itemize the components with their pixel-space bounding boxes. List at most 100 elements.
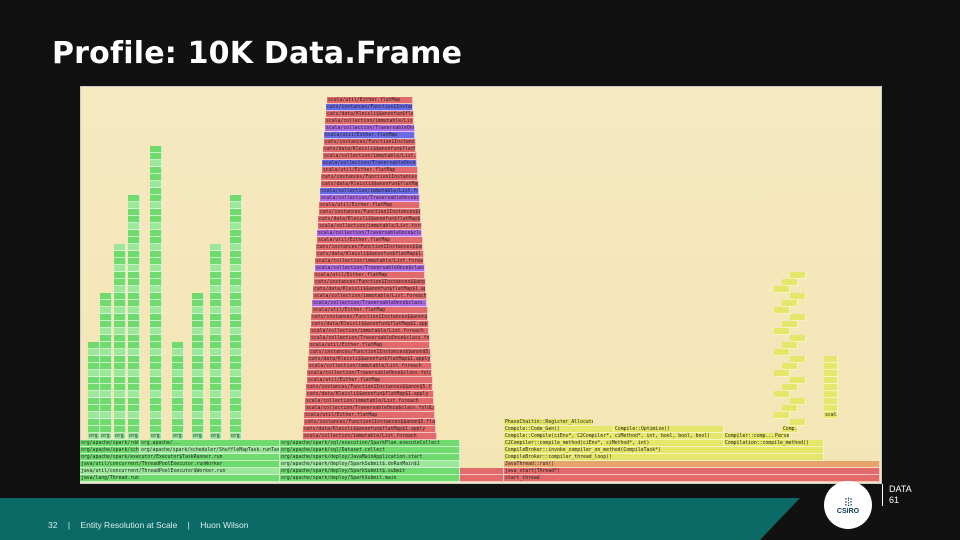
stack-frame[interactable] xyxy=(128,377,140,384)
stack-frame[interactable] xyxy=(128,342,140,349)
stack-frame[interactable] xyxy=(790,293,806,300)
stack-frame[interactable] xyxy=(128,419,140,426)
stack-frame[interactable] xyxy=(824,356,838,363)
stack-frame[interactable] xyxy=(210,265,222,272)
stack-frame[interactable] xyxy=(172,391,184,398)
stack-frame[interactable]: org/apache/spark/executor/Executor$TaskR… xyxy=(80,454,280,461)
stack-frame[interactable] xyxy=(210,279,222,286)
stack-frame[interactable] xyxy=(88,426,100,433)
stack-frame[interactable]: org.apac... xyxy=(150,433,162,440)
stack-frame[interactable] xyxy=(88,349,100,356)
stack-frame[interactable] xyxy=(100,426,112,433)
stack-frame[interactable] xyxy=(210,419,222,426)
stack-frame[interactable] xyxy=(114,279,126,286)
stack-frame[interactable] xyxy=(230,195,242,202)
stack-frame[interactable] xyxy=(128,412,140,419)
stack-frame[interactable]: scala/util/Either.flatMap xyxy=(304,412,435,419)
stack-frame[interactable] xyxy=(172,426,184,433)
stack-frame[interactable] xyxy=(210,272,222,279)
stack-frame[interactable]: Compile::Code_Gen() xyxy=(504,426,614,433)
stack-frame[interactable] xyxy=(128,405,140,412)
stack-frame[interactable] xyxy=(230,356,242,363)
stack-frame[interactable] xyxy=(114,342,126,349)
stack-frame[interactable] xyxy=(150,300,162,307)
stack-frame[interactable]: scala/util/Either.flatMap xyxy=(312,307,428,314)
stack-frame[interactable]: scala/collection/immutable/List.foreach xyxy=(318,223,422,230)
stack-frame[interactable] xyxy=(230,279,242,286)
stack-frame[interactable] xyxy=(460,475,504,482)
stack-frame[interactable] xyxy=(210,356,222,363)
stack-frame[interactable] xyxy=(790,272,806,279)
stack-frame[interactable] xyxy=(172,342,184,349)
stack-frame[interactable] xyxy=(88,356,100,363)
stack-frame[interactable] xyxy=(210,384,222,391)
stack-frame[interactable]: scala/collection/TraversableOnce$class.f… xyxy=(305,405,435,412)
stack-frame[interactable] xyxy=(230,405,242,412)
stack-frame[interactable]: cats/instances/Function1Instances$$anon$… xyxy=(319,209,421,216)
stack-frame[interactable]: Comp... xyxy=(782,426,798,433)
stack-frame[interactable]: org.apac... xyxy=(172,433,184,440)
stack-frame[interactable]: scala/collection/TraversableOnce$class.f… xyxy=(320,195,420,202)
stack-frame[interactable] xyxy=(114,293,126,300)
stack-frame[interactable] xyxy=(172,349,184,356)
stack-frame[interactable] xyxy=(210,293,222,300)
stack-frame[interactable]: org/apache/spark/sql/Dataset.collect xyxy=(280,447,460,454)
stack-frame[interactable] xyxy=(782,300,798,307)
stack-frame[interactable] xyxy=(782,405,798,412)
stack-frame[interactable]: scala/collection/TraversableOnce$class.f… xyxy=(325,125,415,132)
stack-frame[interactable] xyxy=(128,426,140,433)
stack-frame[interactable] xyxy=(824,398,838,405)
stack-frame[interactable] xyxy=(230,412,242,419)
stack-frame[interactable] xyxy=(88,384,100,391)
stack-frame[interactable] xyxy=(230,391,242,398)
stack-frame[interactable] xyxy=(150,328,162,335)
stack-frame[interactable] xyxy=(774,328,790,335)
stack-frame[interactable]: PhaseChaitin::Register_Allocate() xyxy=(504,419,594,426)
stack-frame[interactable] xyxy=(230,216,242,223)
stack-frame[interactable] xyxy=(192,321,204,328)
stack-frame[interactable]: org/apache/spark/sql/execution/SparkPlan… xyxy=(280,440,460,447)
stack-frame[interactable] xyxy=(128,251,140,258)
stack-frame[interactable] xyxy=(150,258,162,265)
stack-frame[interactable] xyxy=(230,258,242,265)
stack-frame[interactable] xyxy=(128,237,140,244)
stack-frame[interactable] xyxy=(150,167,162,174)
stack-frame[interactable] xyxy=(114,412,126,419)
stack-frame[interactable] xyxy=(210,258,222,265)
stack-frame[interactable] xyxy=(782,279,798,286)
stack-frame[interactable] xyxy=(150,181,162,188)
stack-frame[interactable] xyxy=(88,391,100,398)
stack-frame[interactable] xyxy=(824,363,838,370)
stack-frame[interactable]: org/apache/spark/deploy/JavaMainApplicat… xyxy=(280,454,460,461)
stack-frame[interactable] xyxy=(114,356,126,363)
stack-frame[interactable] xyxy=(150,405,162,412)
stack-frame[interactable] xyxy=(150,377,162,384)
stack-frame[interactable] xyxy=(128,209,140,216)
stack-frame[interactable] xyxy=(824,405,838,412)
stack-frame[interactable] xyxy=(192,349,204,356)
stack-frame[interactable]: scala/collection/immutable/List.foreach xyxy=(303,433,437,440)
stack-frame[interactable] xyxy=(230,244,242,251)
stack-frame[interactable] xyxy=(774,370,790,377)
stack-frame[interactable] xyxy=(150,251,162,258)
stack-frame[interactable] xyxy=(210,342,222,349)
stack-frame[interactable] xyxy=(172,405,184,412)
stack-frame[interactable] xyxy=(230,307,242,314)
stack-frame[interactable] xyxy=(150,356,162,363)
stack-frame[interactable] xyxy=(150,321,162,328)
stack-frame[interactable] xyxy=(114,272,126,279)
stack-frame[interactable] xyxy=(230,370,242,377)
stack-frame[interactable] xyxy=(114,300,126,307)
stack-frame[interactable] xyxy=(790,335,806,342)
stack-frame[interactable]: scala/util/Either.flatMap xyxy=(327,97,413,104)
stack-frame[interactable] xyxy=(150,237,162,244)
stack-frame[interactable]: java/util/concurrent/ThreadPoolExecutor$… xyxy=(80,468,280,475)
stack-frame[interactable] xyxy=(114,370,126,377)
stack-frame[interactable]: org.apac... xyxy=(100,433,112,440)
stack-frame[interactable] xyxy=(100,356,112,363)
stack-frame[interactable] xyxy=(782,321,798,328)
stack-frame[interactable] xyxy=(230,384,242,391)
stack-frame[interactable] xyxy=(128,314,140,321)
stack-frame[interactable] xyxy=(150,244,162,251)
stack-frame[interactable]: Compilation::compile_method() xyxy=(724,440,824,447)
